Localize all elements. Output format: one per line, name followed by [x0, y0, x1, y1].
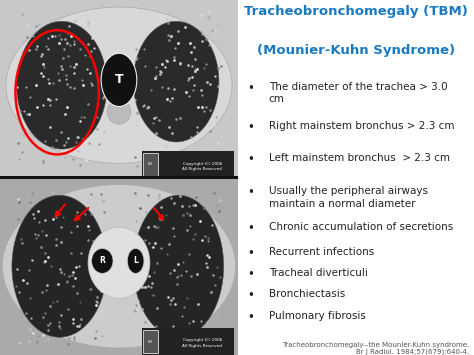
Text: •: •	[247, 82, 254, 95]
Ellipse shape	[2, 185, 236, 348]
Text: •: •	[247, 153, 254, 166]
Text: •: •	[247, 289, 254, 302]
Text: All Rights Reserved: All Rights Reserved	[182, 167, 222, 171]
Ellipse shape	[107, 99, 131, 124]
Ellipse shape	[133, 195, 224, 337]
Ellipse shape	[88, 227, 150, 298]
Text: Chronic accumulation of secretions: Chronic accumulation of secretions	[269, 222, 453, 232]
Text: All Rights Reserved: All Rights Reserved	[182, 344, 222, 348]
Ellipse shape	[12, 195, 107, 337]
Text: R: R	[100, 256, 105, 266]
Text: Tracheobronchomegaly (TBM): Tracheobronchomegaly (TBM)	[244, 5, 468, 18]
FancyBboxPatch shape	[0, 176, 238, 179]
Text: Left mainstem bronchus  > 2.3 cm: Left mainstem bronchus > 2.3 cm	[269, 153, 450, 163]
Text: (Mounier-Kuhn Syndrome): (Mounier-Kuhn Syndrome)	[257, 44, 455, 58]
FancyBboxPatch shape	[142, 328, 234, 355]
Text: •: •	[247, 222, 254, 235]
Text: T: T	[115, 73, 123, 86]
Ellipse shape	[6, 7, 232, 163]
Text: Tracheobronchomegaly--the Mounier-Kuhn syndrome.: Tracheobronchomegaly--the Mounier-Kuhn s…	[282, 342, 469, 348]
Text: Copyright (C) 2006: Copyright (C) 2006	[182, 338, 222, 342]
Text: Recurrent infections: Recurrent infections	[269, 247, 374, 257]
Text: Pulmonary fibrosis: Pulmonary fibrosis	[269, 311, 365, 321]
Ellipse shape	[128, 248, 144, 273]
FancyBboxPatch shape	[142, 151, 234, 178]
Text: The diameter of the trachea > 3.0
cm: The diameter of the trachea > 3.0 cm	[269, 82, 447, 104]
Circle shape	[101, 53, 137, 106]
Ellipse shape	[17, 21, 107, 149]
Ellipse shape	[133, 21, 219, 142]
Text: Copyright (C) 2006: Copyright (C) 2006	[182, 162, 222, 165]
Text: Usually the peripheral airways
maintain a normal diameter: Usually the peripheral airways maintain …	[269, 186, 428, 209]
FancyBboxPatch shape	[143, 153, 158, 176]
Text: •: •	[247, 121, 254, 134]
Text: LR: LR	[148, 162, 153, 166]
Ellipse shape	[91, 248, 113, 273]
Text: L: L	[133, 256, 138, 266]
FancyBboxPatch shape	[0, 178, 238, 355]
FancyBboxPatch shape	[0, 0, 238, 178]
Text: Tracheal diverticuli: Tracheal diverticuli	[269, 268, 367, 278]
Text: •: •	[247, 311, 254, 324]
Text: •: •	[247, 186, 254, 200]
Text: •: •	[247, 247, 254, 260]
FancyBboxPatch shape	[143, 330, 158, 353]
Text: Right mainstem bronchus > 2.3 cm: Right mainstem bronchus > 2.3 cm	[269, 121, 454, 131]
Text: LR: LR	[148, 339, 153, 344]
Text: Bronchiectasis: Bronchiectasis	[269, 289, 345, 299]
Text: Br J Radiol. 1984;57(679):640-4.: Br J Radiol. 1984;57(679):640-4.	[356, 349, 469, 355]
Text: •: •	[247, 268, 254, 281]
